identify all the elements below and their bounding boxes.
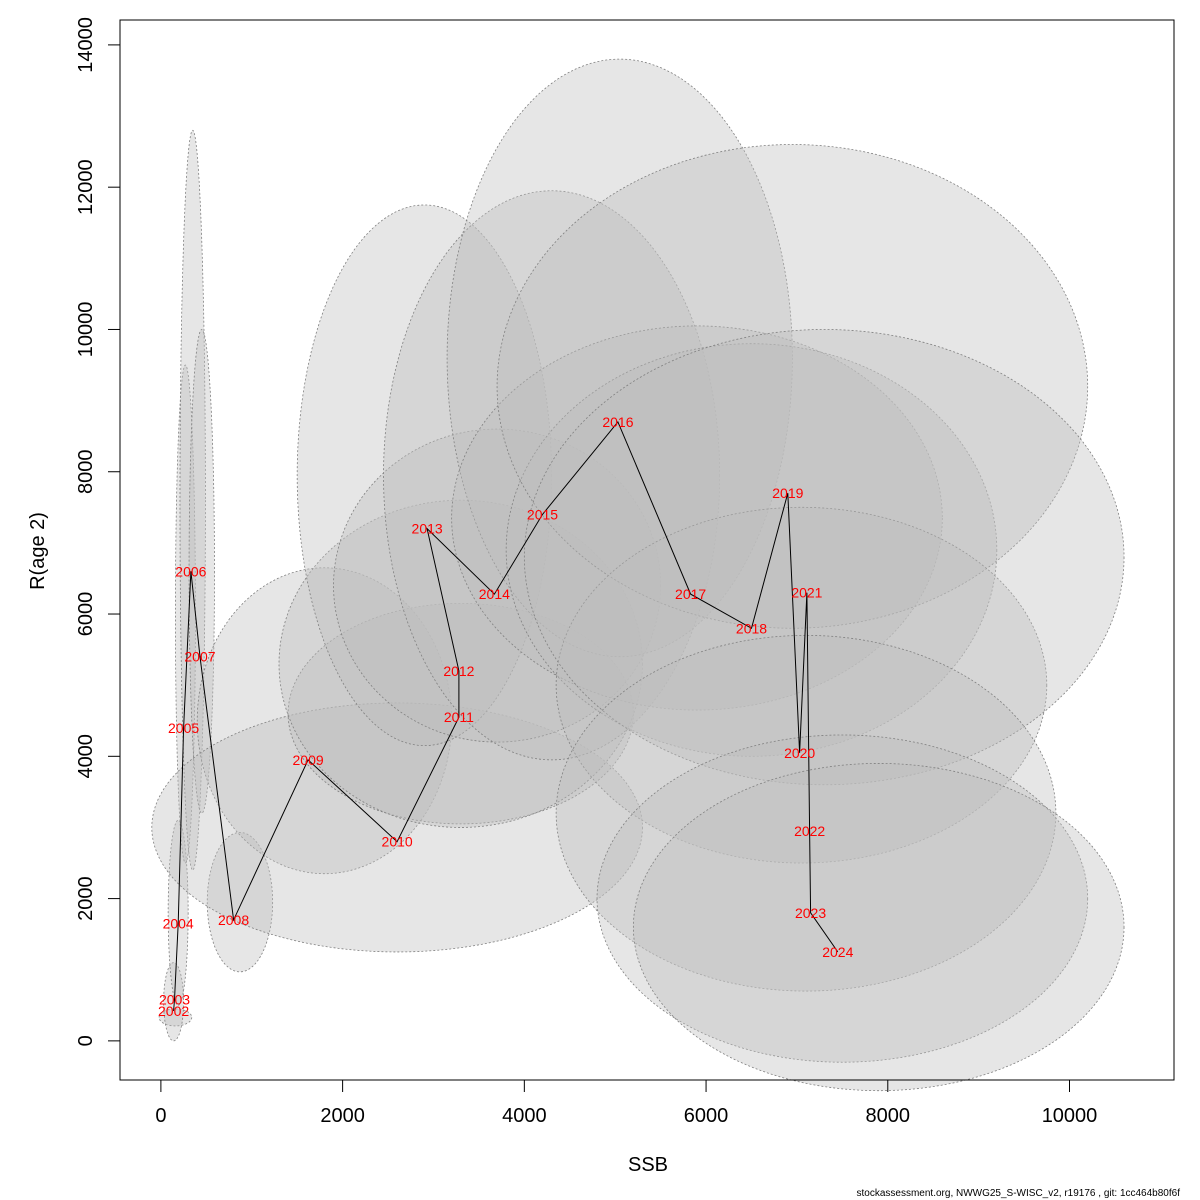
x-tick-label: 10000 (1042, 1105, 1098, 1127)
year-label-2016: 2016 (602, 414, 633, 430)
year-label-2021: 2021 (791, 585, 822, 601)
year-label-2002: 2002 (158, 1003, 189, 1019)
confidence-ellipse-2013 (296, 204, 552, 747)
year-label-2003: 2003 (159, 992, 190, 1008)
footer-credit: stockassessment.org, NWWG25_S-WISC_v2, r… (857, 1188, 1181, 1199)
x-tick-label: 0 (155, 1105, 166, 1127)
y-tick-label: 12000 (75, 159, 97, 215)
year-label-2012: 2012 (443, 663, 474, 679)
year-label-2013: 2013 (412, 521, 443, 537)
confidence-ellipse-2011 (287, 602, 634, 825)
y-tick-label: 2000 (75, 876, 97, 921)
confidence-ellipse-2007 (188, 329, 215, 814)
year-label-2015: 2015 (527, 506, 558, 522)
confidence-ellipse-2006 (179, 129, 206, 871)
x-tick-label: 4000 (502, 1105, 547, 1127)
year-label-2007: 2007 (184, 649, 215, 665)
confidence-ellipse-2014 (333, 428, 662, 743)
year-label-2011: 2011 (444, 709, 474, 725)
year-label-2010: 2010 (382, 834, 413, 850)
confidence-ellipse-2017 (451, 325, 943, 711)
y-axis-title: R(age 2) (27, 512, 49, 590)
year-label-2022: 2022 (794, 823, 825, 839)
year-label-2019: 2019 (772, 485, 803, 501)
x-axis-title: SSB (628, 1154, 668, 1176)
confidence-ellipse-2024 (632, 763, 1125, 1092)
x-tick-label: 8000 (866, 1105, 911, 1127)
year-label-2024: 2024 (822, 944, 853, 960)
confidence-ellipse-2021 (523, 329, 1125, 786)
confidence-ellipse-2002 (158, 1008, 193, 1027)
year-label-2020: 2020 (784, 745, 815, 761)
confidence-ellipse-2003 (163, 962, 185, 1042)
confidence-ellipse-2016 (446, 58, 793, 658)
confidence-ellipse-2019 (496, 144, 1089, 629)
x-tick-label: 2000 (320, 1105, 365, 1127)
y-tick-label: 10000 (75, 302, 97, 358)
y-axis: 0 2000 4000 6000 8000 10000 12000 14000 (75, 17, 121, 1046)
year-label-2017: 2017 (675, 586, 706, 602)
y-tick-label: 14000 (75, 17, 97, 73)
trajectory-line (173, 420, 839, 1012)
x-axis: 0 2000 4000 6000 8000 10000 (155, 1079, 1098, 1127)
year-label-2004: 2004 (163, 915, 194, 931)
x-tick-label: 6000 (684, 1105, 729, 1127)
year-label-2006: 2006 (175, 563, 206, 579)
y-tick-label: 0 (75, 1035, 97, 1046)
y-tick-label: 8000 (75, 449, 97, 494)
confidence-ellipse-2010 (151, 702, 643, 953)
year-label-2018: 2018 (736, 620, 767, 636)
confidence-regions (151, 58, 1125, 1092)
confidence-ellipse-2023 (596, 734, 1089, 1063)
year-label-2009: 2009 (293, 752, 324, 768)
ssb-recruitment-path (173, 420, 839, 1012)
y-tick-label: 6000 (75, 592, 97, 637)
year-label-2008: 2008 (218, 912, 249, 928)
year-label-2014: 2014 (479, 586, 510, 602)
confidence-ellipse-2015 (383, 190, 721, 761)
y-tick-label: 4000 (75, 734, 97, 779)
confidence-ellipse-2022 (555, 634, 1057, 992)
confidence-ellipse-2012 (278, 499, 643, 828)
year-label-2023: 2023 (795, 905, 826, 921)
confidence-ellipse-2009 (196, 567, 453, 875)
year-label-2005: 2005 (168, 720, 199, 736)
confidence-ellipse-2008 (206, 832, 274, 973)
confidence-ellipse-2020 (555, 506, 1048, 864)
